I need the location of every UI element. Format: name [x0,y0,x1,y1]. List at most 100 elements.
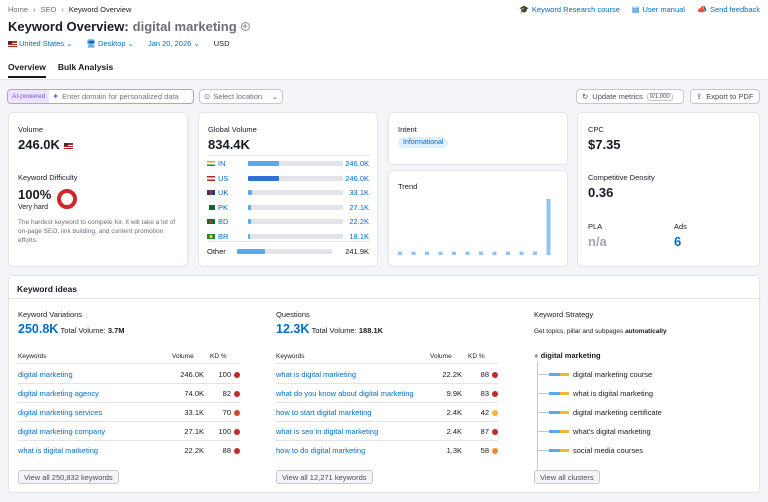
update-metrics-button[interactable]: ↻ Update metrics 0/1,000 [576,89,684,104]
strategy-item[interactable]: what is digital marketing [537,389,653,398]
chevron-down-icon: ⌄ [127,39,134,48]
tree-branch [537,374,549,375]
add-icon[interactable]: + [240,21,250,31]
keyword-volume: 33.1K [184,408,204,417]
keyword-link[interactable]: what is digital marketing [276,370,357,379]
pla-value: n/a [588,234,607,249]
tab-overview[interactable]: Overview [8,62,46,78]
date-select[interactable]: Jan 20, 2026 ⌄ [148,39,200,48]
strategy-item-label: digital marketing course [573,370,653,379]
tree-branch [537,412,549,413]
keyword-link[interactable]: digital marketing [18,370,73,379]
variations-count[interactable]: 250.8K [18,322,59,336]
kd-number: 83 [480,389,489,398]
location-pin-icon: ⊙ [204,92,211,101]
global-volume-card: Global Volume 834.4K IN 246.0K US 246.0K UK 3… [198,112,378,267]
course-link[interactable]: 🎓 Keyword Research course [519,5,620,14]
device-select[interactable]: 🖥 Desktop ⌄ [86,39,134,48]
keyword-link[interactable]: how to start digital marketing [276,408,372,417]
kd-dot-icon [492,447,498,454]
variations-view-all-button[interactable]: View all 250,832 keywords [18,470,119,484]
keyword-kd: 88 [481,370,498,379]
strategy-item[interactable]: social media courses [537,446,643,455]
strategy-item[interactable]: what's digital marketing [537,427,651,436]
strategy-item-label: digital marketing certificate [573,408,662,417]
trend-bar [506,251,510,255]
strategy-item[interactable]: digital marketing certificate [537,408,662,417]
divider [18,421,240,422]
col-keywords-header: Keywords [276,353,305,360]
global-row-br[interactable]: BR 18.1K [207,232,369,241]
keyword-link[interactable]: what is seo in digital marketing [276,427,379,436]
header: Home › SEO › Keyword Overview 🎓 Keyword Res… [0,0,768,80]
country-volume: 246.0K [345,159,369,168]
keyword-volume: 2.4K [446,408,462,417]
device-label: Desktop [98,39,126,48]
volume-track [248,233,343,239]
trend-bar [411,251,416,255]
questions-count[interactable]: 12.3K [276,322,310,336]
country-volume: 33.1K [349,188,369,197]
table-row: digital marketing agency 74.0K 82 [18,389,240,398]
global-row-uk[interactable]: UK 33.1K [207,188,369,197]
trend-bar [425,251,429,255]
breadcrumb-seo[interactable]: SEO [40,5,57,14]
keyword-link[interactable]: digital marketing agency [18,389,99,398]
view-all-clusters-button[interactable]: View all clusters [534,470,600,484]
col-volume-header: Volume [172,353,194,360]
tree-line [537,361,538,478]
trend-label: Trend [398,182,418,191]
volume-card: Volume 246.0K Keyword Difficulty 100% Ve… [8,112,188,267]
export-pdf-button[interactable]: ⇪ Export to PDF [690,89,760,104]
domain-input[interactable] [61,92,190,101]
col-kd-header: KD % [468,353,485,360]
divider [276,383,498,384]
col-keywords-header: Keywords [18,353,47,360]
volume-label: Volume [18,125,44,134]
keyword-kd: 42 [481,408,498,417]
divider [208,241,370,242]
kd-dot-icon [234,371,240,378]
trend-bar [398,251,402,255]
questions-view-all-button[interactable]: View all 12,271 keywords [276,470,373,484]
global-row-bd[interactable]: BD 22.2K [207,217,369,226]
keyword-volume: 22.2K [442,370,462,379]
desktop-icon: 🖥 [86,39,96,48]
strategy-root[interactable]: ● digital marketing [534,351,601,360]
global-row-pk[interactable]: PK 27.1K [207,203,369,212]
tab-bulk-analysis[interactable]: Bulk Analysis [57,62,114,72]
feedback-link[interactable]: 📣 Send feedback [697,5,760,14]
country-select[interactable]: United States ⌄ [8,39,72,48]
density-label: Competitive Density [588,173,655,182]
table-row: digital marketing 246.0K 100 [18,370,240,379]
keyword-link[interactable]: how to do digital marketing [276,446,366,455]
us-flag-icon [63,142,73,149]
tree-branch [537,393,549,394]
keyword-link[interactable]: digital marketing company [18,427,106,436]
strategy-item[interactable]: digital marketing course [537,370,652,379]
country-code: BR [218,231,229,241]
kd-number: 100 [218,370,231,379]
us-flag-icon [207,175,215,181]
keyword-ideas-card: Keyword ideas Keyword Variations 250.8K … [8,275,761,493]
global-row-in[interactable]: IN 246.0K [207,159,369,168]
country-volume: 27.1K [349,202,369,212]
date-label: Jan 20, 2026 [147,39,192,48]
table-row: digital marketing services 33.1K 70 [18,408,240,417]
trend-bar [452,251,456,255]
ads-value[interactable]: 6 [674,234,682,249]
divider [9,298,761,299]
manual-link[interactable]: ▤ User manual [632,5,685,14]
kd-dot-icon [234,447,240,454]
keyword-volume: 246.0K [180,370,204,379]
bd-flag-icon [207,219,215,224]
chevron-down-icon: ⌄ [193,39,200,48]
keyword-link[interactable]: what do you know about digital marketing [276,389,414,398]
questions-total-label: Total Volume: [311,326,357,335]
global-row-us[interactable]: US 246.0K [207,174,369,183]
keyword-link[interactable]: digital marketing services [18,408,103,417]
kd-number: 58 [480,446,489,455]
keyword-link[interactable]: what is digital marketing [18,446,99,455]
location-select[interactable]: ⊙ Select location ⌄ [199,89,283,104]
breadcrumb-home[interactable]: Home [8,5,29,14]
